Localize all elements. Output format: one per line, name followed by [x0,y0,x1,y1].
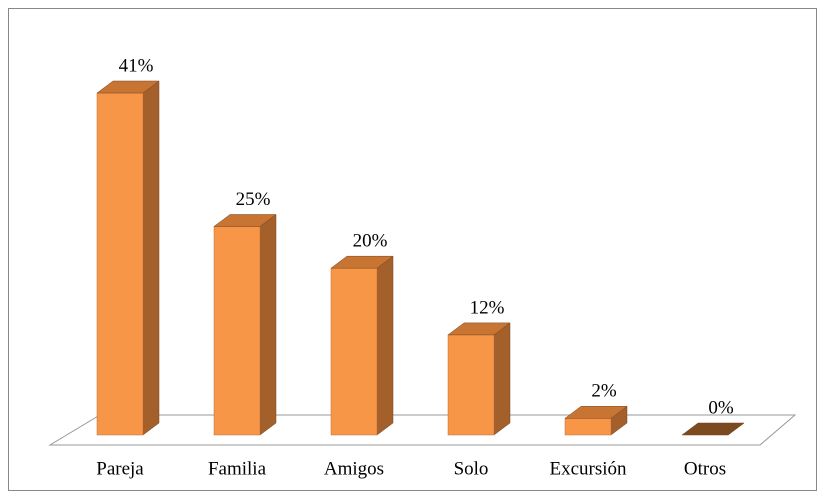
bar-top [96,80,160,94]
floor [48,414,797,446]
bar [447,322,511,436]
value-label: 41% [119,55,154,76]
bar-top [681,422,745,436]
bar [681,422,745,436]
bar-front [96,92,144,436]
value-label: 25% [236,189,271,210]
x-tick-label: Pareja [96,458,144,479]
value-label: 20% [353,231,388,252]
bar-top [330,255,394,269]
value-label: 12% [470,297,505,318]
bar [96,80,160,436]
x-tick-label: Amigos [324,458,384,479]
value-label: 2% [591,381,617,402]
bar-side [259,213,277,436]
bar-side [376,255,394,436]
bar-side [493,322,511,436]
bar [330,255,394,436]
bar-top [447,322,511,336]
x-tick-label: Excursión [549,458,627,479]
bar [213,213,277,436]
bar [564,405,628,436]
x-tick-label: Solo [454,458,489,479]
bar-front [447,334,495,436]
bar-front [213,226,261,436]
x-tick-label: Otros [684,458,726,479]
value-label: 0% [708,397,734,418]
bar-top [213,214,277,227]
bar-side [142,80,160,436]
bar-front [564,418,612,436]
bar-top [564,406,628,419]
x-tick-label: Familia [208,458,267,479]
bar-front [330,267,378,436]
